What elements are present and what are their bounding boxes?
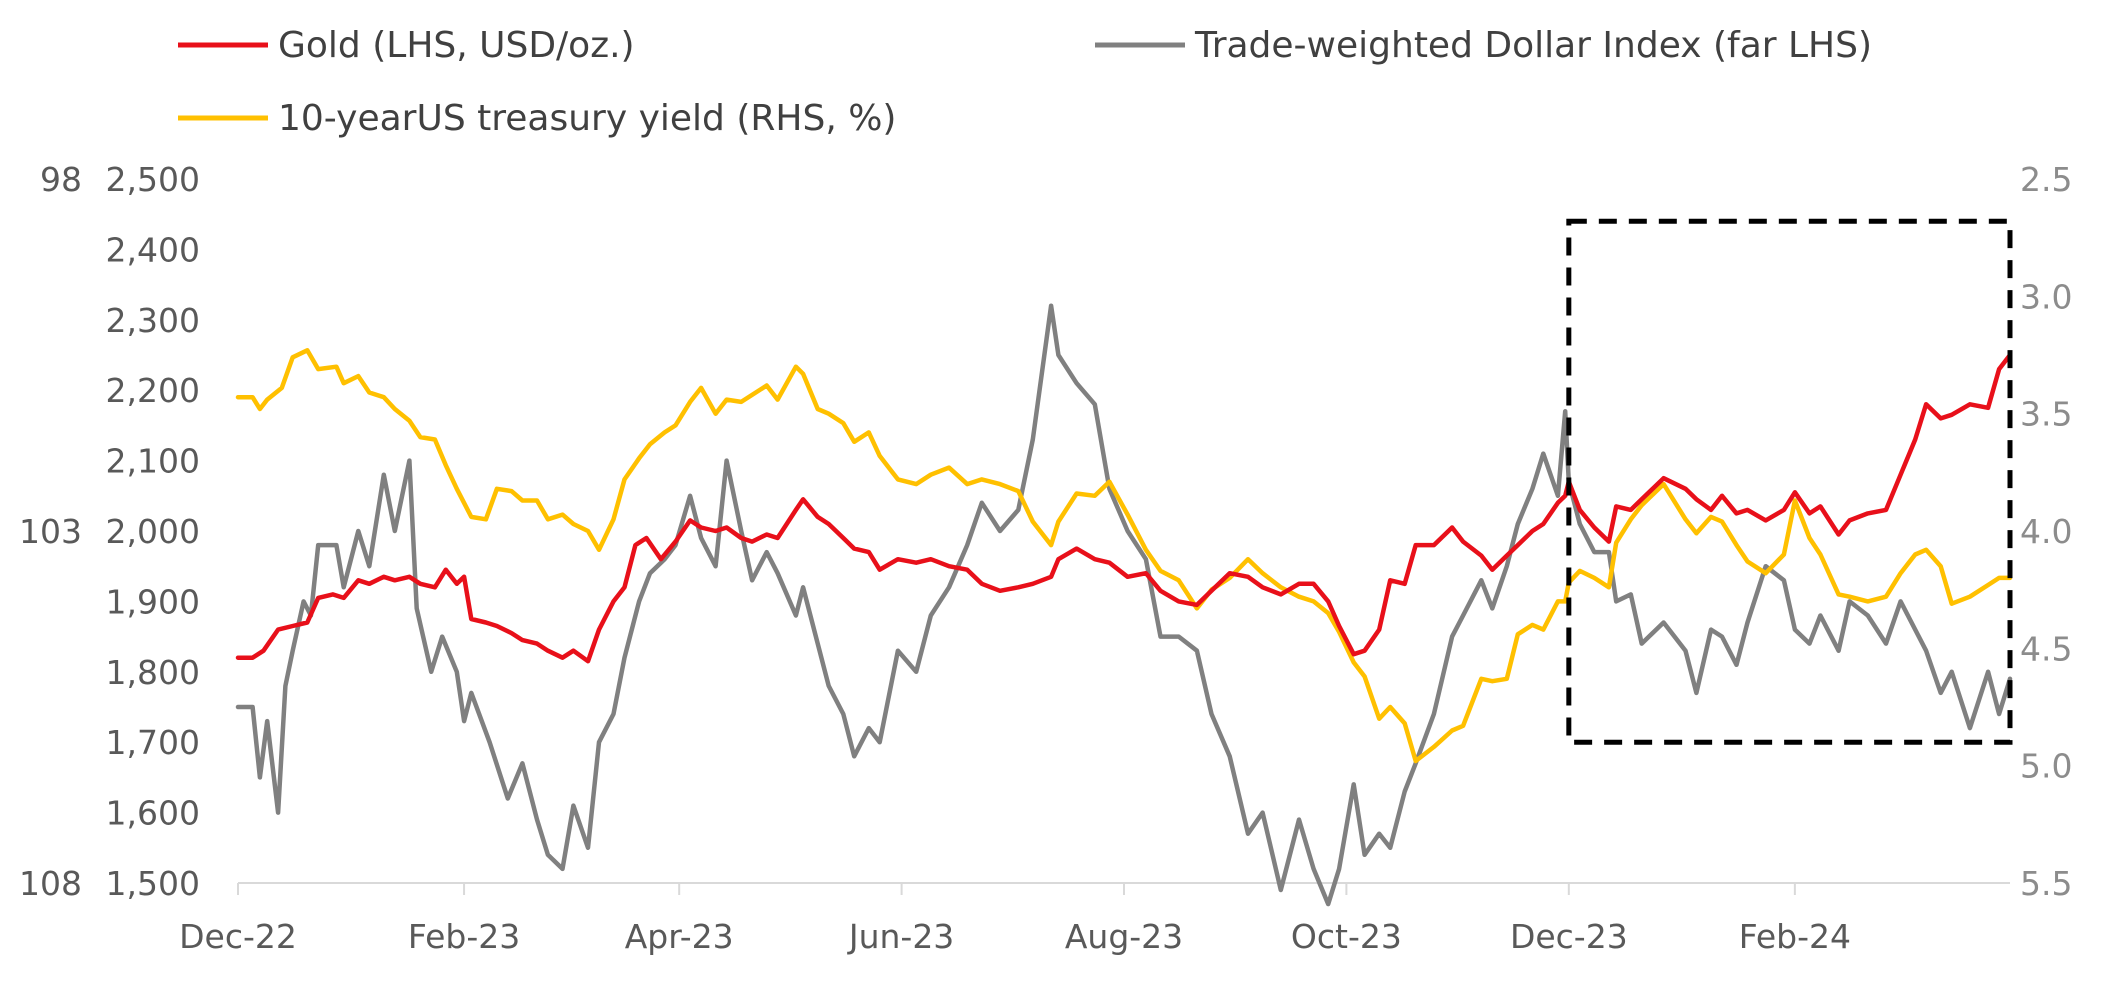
right-tick-label: 5.0 — [2020, 747, 2072, 786]
right-tick-label: 2.5 — [2020, 160, 2072, 199]
far-left-tick-label: 103 — [19, 512, 82, 551]
right-tick-label: 3.0 — [2020, 277, 2072, 316]
right-tick-label: 5.5 — [2020, 864, 2072, 903]
left-tick-label: 2,500 — [106, 160, 200, 199]
x-tick-label: Dec-22 — [179, 917, 297, 956]
series-line-left — [235, 352, 2013, 664]
left-tick-label: 1,500 — [106, 864, 200, 903]
left-tick-label: 1,600 — [106, 794, 200, 833]
x-tick-label: Dec-23 — [1510, 917, 1628, 956]
x-tick-label: Oct-23 — [1291, 917, 1402, 956]
far-left-tick-label: 98 — [40, 160, 82, 199]
right-tick-label: 3.5 — [2020, 395, 2072, 434]
series-line-far-left — [235, 303, 2013, 907]
left-tick-label: 2,000 — [106, 512, 200, 551]
left-tick-label: 2,200 — [106, 371, 200, 410]
x-tick-label: Feb-23 — [408, 917, 520, 956]
x-tick-label: Aug-23 — [1065, 917, 1183, 956]
legend-dollar-label: Trade-weighted Dollar Index (far LHS) — [1194, 25, 1872, 66]
legend-yield-label: 10-yearUS treasury yield (RHS, %) — [278, 98, 896, 139]
left-tick-label: 2,100 — [106, 442, 200, 481]
left-axis: 2,500 2,400 2,300 2,200 2,100 2,000 1,900 1,800… — [106, 160, 200, 903]
right-tick-label: 4.0 — [2020, 512, 2072, 551]
left-tick-label: 2,400 — [106, 230, 200, 269]
left-tick-label: 1,800 — [106, 653, 200, 692]
series-line-right — [235, 348, 2013, 764]
x-axis: Dec-22 Feb-23 Apr-23 Jun-23 Aug-23 Oct-23 Dec-… — [179, 882, 2010, 956]
legend: Gold (LHS, USD/oz.) Trade-weighted Dolla… — [178, 25, 1872, 139]
right-tick-label: 4.5 — [2020, 629, 2072, 668]
left-tick-label: 1,700 — [106, 723, 200, 762]
far-left-tick-label: 108 — [19, 864, 82, 903]
x-tick-label: Feb-24 — [1739, 917, 1851, 956]
far-left-axis: 98 103 108 — [19, 160, 82, 903]
left-tick-label: 1,900 — [106, 582, 200, 621]
highlight-box — [1566, 218, 2013, 745]
right-axis: 2.5 3.0 3.5 4.0 4.5 5.0 5.5 — [2020, 160, 2072, 903]
legend-gold-label: Gold (LHS, USD/oz.) — [278, 25, 635, 66]
x-tick-label: Apr-23 — [625, 917, 734, 956]
series-layer — [235, 303, 2013, 907]
left-tick-label: 2,300 — [106, 301, 200, 340]
x-tick-label: Jun-23 — [847, 917, 954, 956]
